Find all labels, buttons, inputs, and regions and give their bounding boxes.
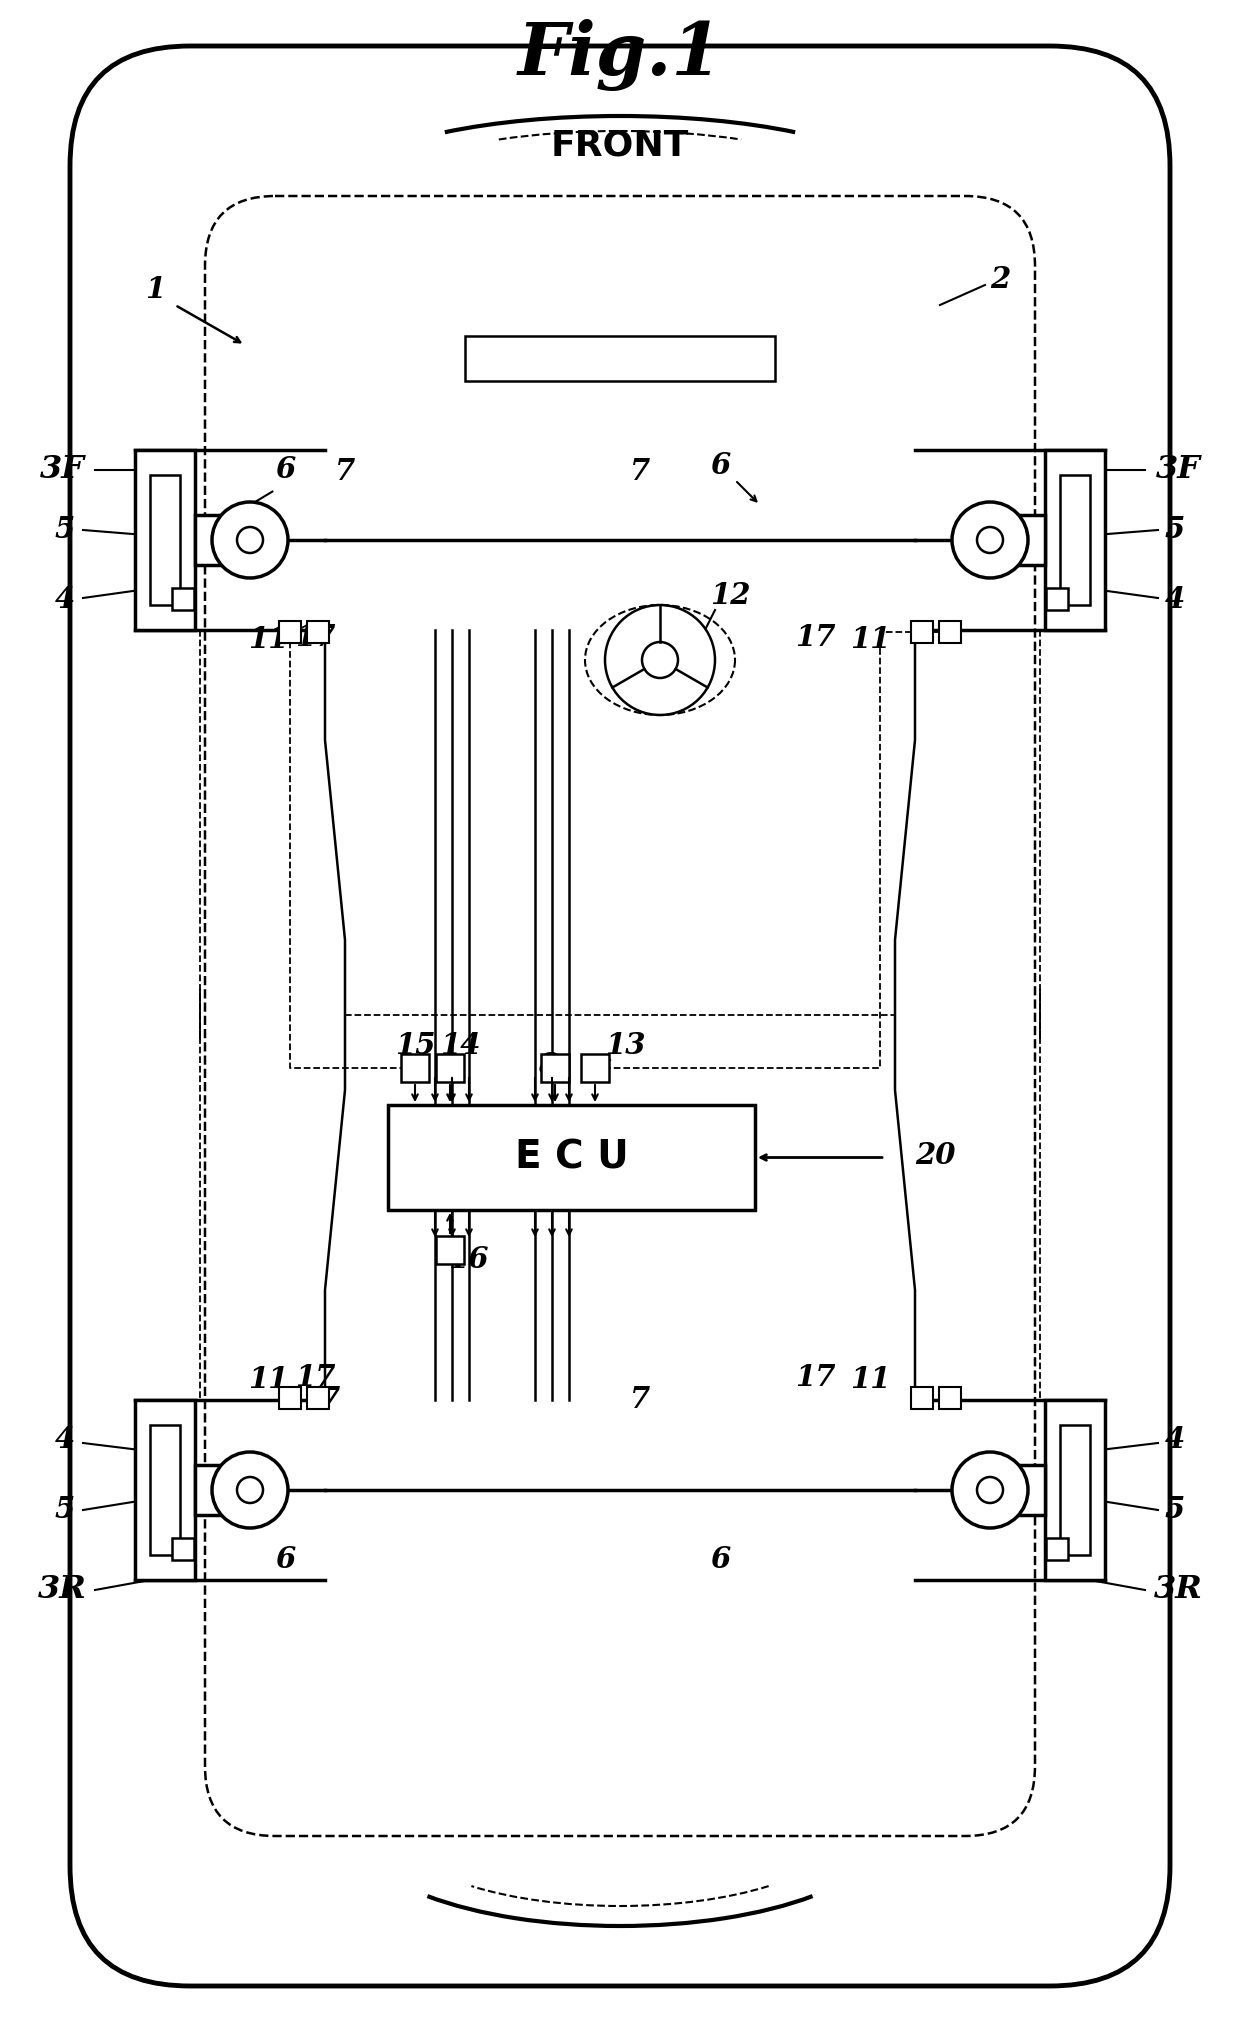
Bar [1045, 449, 1105, 630]
Bar [436, 1055, 464, 1081]
Text: 2: 2 [990, 266, 1011, 295]
Bar [135, 1400, 195, 1581]
Bar [1045, 1400, 1105, 1581]
Text: 6: 6 [275, 455, 295, 484]
Circle shape [212, 1453, 288, 1528]
Text: 4: 4 [1164, 1426, 1185, 1455]
Text: E C U: E C U [515, 1138, 629, 1177]
Text: 14: 14 [440, 1030, 480, 1059]
Bar [939, 1388, 961, 1408]
Bar [911, 622, 932, 642]
Text: 17: 17 [795, 624, 836, 652]
Bar [308, 1388, 329, 1408]
Text: 4: 4 [55, 585, 76, 614]
Circle shape [952, 502, 1028, 577]
Text: 20: 20 [915, 1140, 955, 1170]
Text: 7: 7 [630, 1386, 650, 1414]
Bar [172, 587, 193, 610]
Bar [195, 514, 246, 565]
Text: 3F: 3F [1156, 455, 1200, 486]
Text: 11: 11 [849, 1366, 890, 1394]
Bar [582, 1055, 609, 1081]
Text: 5: 5 [55, 516, 76, 545]
Text: 16: 16 [448, 1246, 489, 1274]
Circle shape [237, 1477, 263, 1504]
Circle shape [977, 1477, 1003, 1504]
Text: 5: 5 [1164, 516, 1185, 545]
Bar [308, 622, 329, 642]
Text: FRONT: FRONT [551, 128, 689, 163]
Text: 4: 4 [55, 1426, 76, 1455]
Bar [401, 1055, 429, 1081]
Text: 6: 6 [709, 1546, 730, 1575]
Bar [279, 1388, 301, 1408]
Text: 7: 7 [335, 457, 355, 486]
Circle shape [605, 606, 715, 715]
Text: 3R: 3R [1153, 1575, 1203, 1605]
Text: 12: 12 [709, 581, 750, 610]
Text: 7: 7 [320, 1386, 340, 1414]
Text: 13: 13 [605, 1030, 645, 1059]
Text: 11: 11 [248, 626, 288, 654]
Bar [135, 449, 195, 630]
Bar [1047, 587, 1068, 610]
Circle shape [212, 502, 288, 577]
Text: 4: 4 [1164, 585, 1185, 614]
Text: 6: 6 [275, 1546, 295, 1575]
Circle shape [952, 1453, 1028, 1528]
Text: 11: 11 [248, 1366, 288, 1394]
Text: 8: 8 [538, 1051, 558, 1079]
Text: 1: 1 [145, 276, 165, 305]
Bar [1060, 475, 1090, 606]
Bar [465, 335, 775, 382]
Bar [150, 1424, 180, 1554]
Text: 5: 5 [55, 1496, 76, 1524]
Bar [1060, 1424, 1090, 1554]
Text: 17: 17 [295, 1363, 335, 1392]
Text: Fig.1: Fig.1 [517, 18, 723, 91]
Circle shape [642, 642, 678, 679]
Bar [195, 1465, 246, 1516]
Text: 5: 5 [1164, 1496, 1185, 1524]
Bar [994, 1465, 1045, 1516]
Text: 3R: 3R [37, 1575, 87, 1605]
Bar [939, 622, 961, 642]
Bar [388, 1105, 755, 1209]
Text: 11: 11 [849, 626, 890, 654]
Bar [436, 1235, 464, 1264]
Circle shape [977, 526, 1003, 553]
Text: 7: 7 [630, 457, 650, 486]
FancyBboxPatch shape [69, 47, 1171, 1985]
Text: 3F: 3F [40, 455, 84, 486]
Bar [279, 622, 301, 642]
Text: 17: 17 [795, 1363, 836, 1392]
Bar [172, 1538, 193, 1561]
Text: 15: 15 [394, 1030, 435, 1059]
Bar [911, 1388, 932, 1408]
Bar [150, 475, 180, 606]
Bar [994, 514, 1045, 565]
Bar [1047, 1538, 1068, 1561]
Bar [541, 1055, 569, 1081]
Text: 17: 17 [295, 624, 335, 652]
Circle shape [237, 526, 263, 553]
Text: 6: 6 [709, 451, 730, 480]
